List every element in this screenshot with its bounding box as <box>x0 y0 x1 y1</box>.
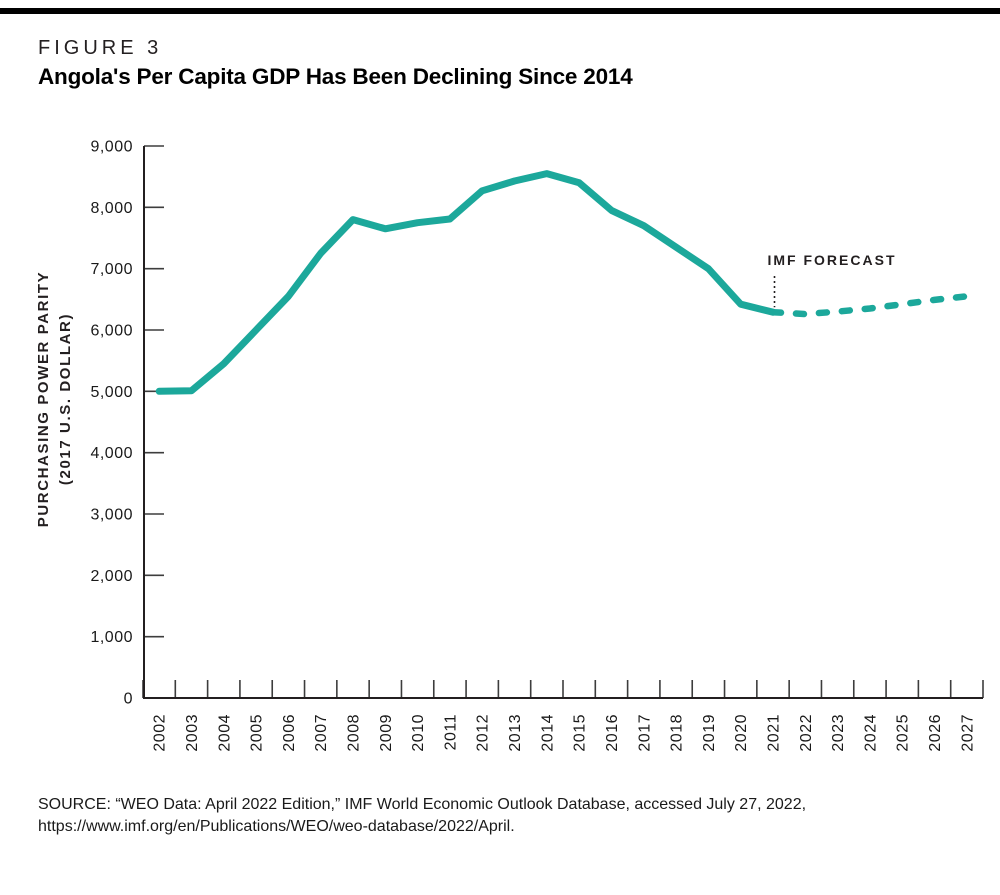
x-tick-label: 2014 <box>539 714 556 752</box>
x-tick-label: 2016 <box>604 714 621 752</box>
x-tick-label: 2013 <box>507 714 524 752</box>
x-tick-label: 2008 <box>346 714 363 752</box>
x-tick-label: 2018 <box>669 714 686 752</box>
y-tick-label: 6,000 <box>90 323 133 340</box>
x-tick-label: 2025 <box>895 714 912 752</box>
chart-title: Angola's Per Capita GDP Has Been Declini… <box>38 64 633 89</box>
figure-number-label: FIGURE 3 <box>38 37 163 59</box>
x-tick-label: 2007 <box>313 714 330 752</box>
x-tick-label: 2004 <box>216 714 233 752</box>
x-tick-label: 2023 <box>830 714 847 752</box>
y-tick-label: 3,000 <box>90 507 133 524</box>
y-tick-label: 9,000 <box>90 139 133 156</box>
y-tick-label: 2,000 <box>90 568 133 585</box>
x-tick-label: 2024 <box>862 714 879 752</box>
x-tick-label: 2012 <box>475 714 492 752</box>
x-tick-label: 2015 <box>572 714 589 752</box>
x-tick-label: 2021 <box>766 714 783 752</box>
x-tick-label: 2003 <box>184 714 201 752</box>
x-tick-label: 2009 <box>378 714 395 752</box>
top-rule <box>0 8 1000 14</box>
x-tick-label: 2017 <box>636 714 653 752</box>
source-note-line1: SOURCE: “WEO Data: April 2022 Edition,” … <box>38 796 807 813</box>
x-tick-label: 2011 <box>442 714 459 750</box>
imf-forecast-annotation: IMF FORECAST <box>767 252 897 268</box>
imf-forecast-line <box>769 293 971 318</box>
y-tick-label: 0 <box>124 691 133 708</box>
y-tick-label: 8,000 <box>90 200 133 217</box>
y-tick-label: 4,000 <box>90 445 133 462</box>
x-tick-label: 2019 <box>701 714 718 752</box>
source-note-line2: https://www.imf.org/en/Publications/WEO/… <box>38 818 515 835</box>
source-note: SOURCE: “WEO Data: April 2022 Edition,” … <box>38 794 898 838</box>
x-tick-label: 2005 <box>249 714 266 752</box>
x-tick-label: 2026 <box>927 714 944 752</box>
y-tick-label: 7,000 <box>90 261 133 278</box>
x-tick-label: 2002 <box>152 714 169 752</box>
x-tick-label: 2022 <box>798 714 815 752</box>
y-tick-label: 5,000 <box>90 384 133 401</box>
x-tick-label: 2010 <box>410 714 427 752</box>
y-tick-label: 1,000 <box>90 629 133 646</box>
x-tick-label: 2006 <box>281 714 298 752</box>
historical-line <box>155 170 777 395</box>
x-tick-label: 2027 <box>959 714 976 752</box>
x-tick-label: 2020 <box>733 714 750 752</box>
